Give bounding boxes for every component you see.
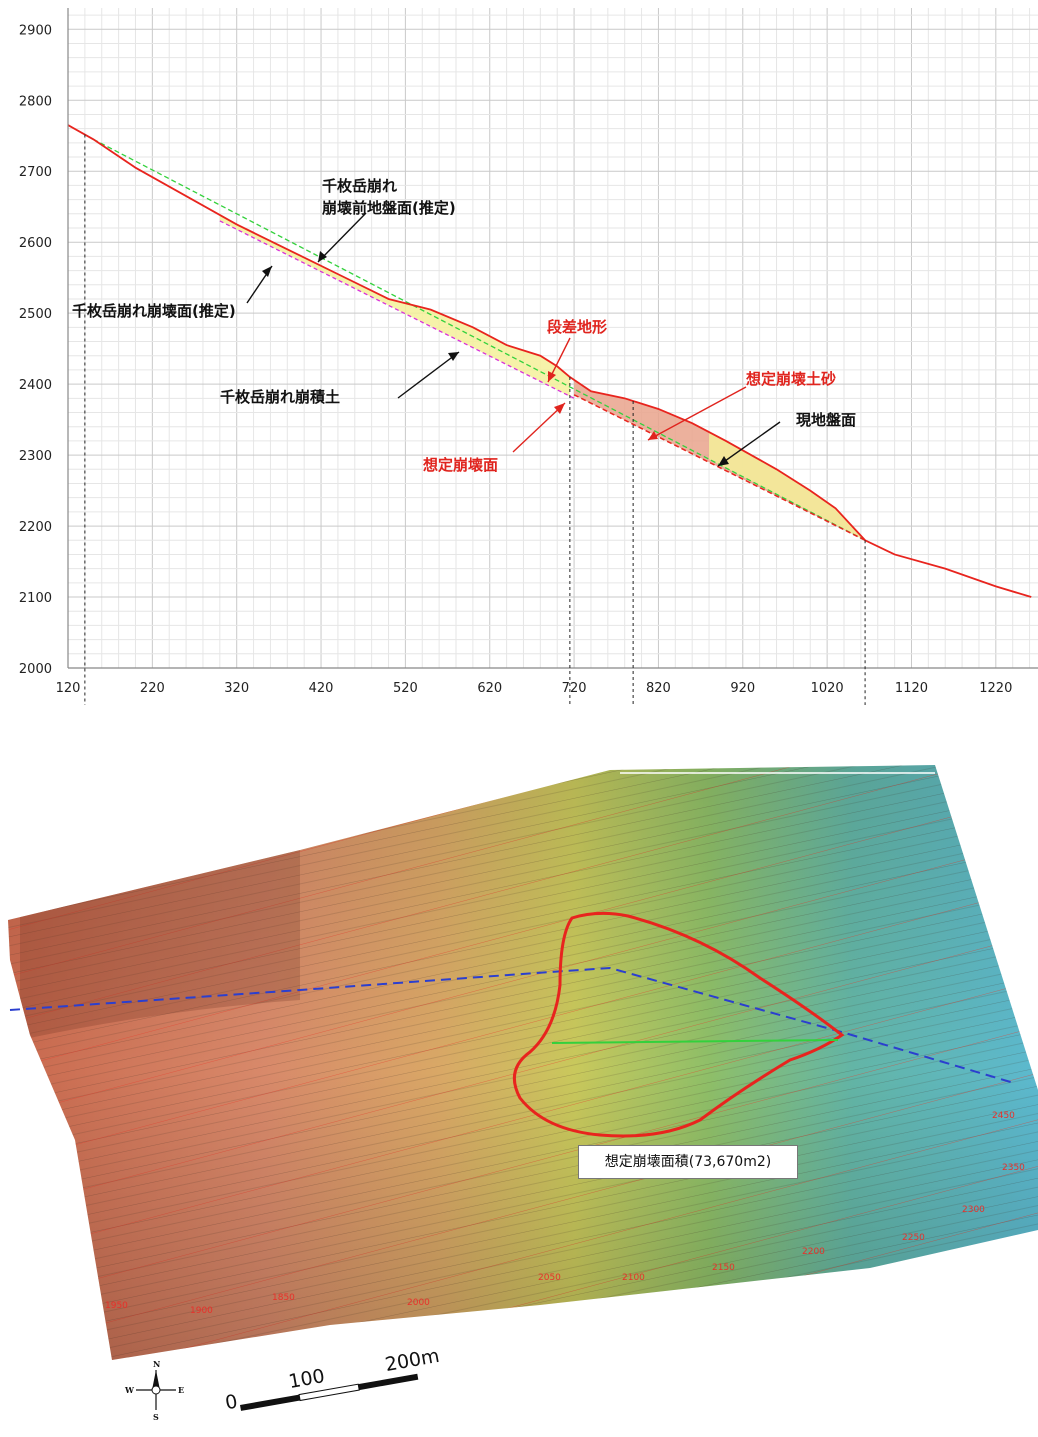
arrowhead-icon	[648, 431, 658, 440]
y-tick-label: 2600	[19, 236, 52, 251]
lower-deposit-fill	[709, 432, 861, 539]
contour-label: 1850	[272, 1293, 295, 1303]
scale-segment-1	[240, 1394, 301, 1411]
terrain-surface	[8, 765, 1038, 1360]
contour-lines	[8, 765, 1038, 1360]
arrow-heads	[262, 251, 729, 466]
annotation-planned-debris: 想定崩壊土砂	[745, 370, 836, 388]
scale-segment-2	[298, 1383, 360, 1402]
x-tick-label: 820	[646, 681, 671, 696]
contour-label: 2200	[802, 1247, 825, 1257]
series-pre-collapse-surface	[93, 138, 866, 541]
contour-label: 1900	[190, 1306, 213, 1316]
contour-label: 2300	[962, 1205, 985, 1215]
collapse-axis-line	[551, 1039, 839, 1044]
terrain-shaded-relief	[8, 765, 1038, 1360]
annotation-senmai-collapse: 千枚岳崩れ	[322, 177, 397, 195]
y-tick-label: 2400	[19, 378, 52, 393]
planned-collapse-area-outline	[512, 911, 845, 1138]
y-tick-label: 2100	[19, 591, 52, 606]
contour-label: 2250	[902, 1233, 925, 1243]
scale-mid: 100	[287, 1365, 327, 1393]
compass-w: W	[124, 1385, 135, 1395]
x-tick-label: 920	[730, 681, 755, 696]
chart-tick-labels: 120 220 320 420 520 620 720 820 920 1020 1120 1220 2…	[19, 23, 1012, 696]
arrow-ground	[717, 421, 781, 467]
x-tick-label: 720	[562, 681, 587, 696]
compass-s: S	[153, 1412, 159, 1422]
colluvium-fill	[219, 214, 570, 397]
north-arrow: N S E W	[124, 1359, 184, 1422]
scale-zero: 0	[224, 1391, 240, 1415]
compass-n: N	[153, 1359, 160, 1369]
contour-label: 2350	[1002, 1163, 1025, 1173]
y-tick-label: 2900	[19, 23, 52, 38]
y-tick-label: 2700	[19, 165, 52, 180]
contour-labels: 1950 1900 1850 2000 2050 2100 2150 2200 …	[105, 1111, 1025, 1316]
annotation-colluvium: 千枚岳崩れ崩積土	[220, 388, 340, 406]
y-tick-label: 2300	[19, 449, 52, 464]
contour-label: 1950	[105, 1301, 128, 1311]
annotation-current-ground: 現地盤面	[796, 411, 856, 429]
contour-label: 2450	[992, 1111, 1015, 1121]
x-tick-label: 520	[393, 681, 418, 696]
compass-north-pointer	[152, 1370, 160, 1390]
chart-grid	[67, 8, 1038, 669]
annotation-planned-slip-surface: 想定崩壊面	[422, 456, 498, 474]
contour-label: 2000	[407, 1298, 430, 1308]
x-tick-label: 1220	[979, 681, 1012, 696]
cross-section-chart: 120 220 320 420 520 620 720 820 920 1020 1120 1220 2…	[0, 0, 1038, 705]
annotation-pre-collapse-surface: 崩壊前地盤面(推定)	[322, 199, 456, 217]
collapse-area-label: 想定崩壊面積(73,670m2)	[578, 1145, 798, 1179]
annotation-old-slip-surface: 千枚岳崩れ崩壊面(推定)	[72, 302, 236, 320]
x-tick-label: 320	[224, 681, 249, 696]
scale-bar: 0 100 200m	[224, 1345, 442, 1415]
compass-center-icon	[151, 1385, 161, 1395]
x-tick-label: 1120	[895, 681, 928, 696]
arrowhead-icon	[718, 456, 729, 466]
series-planned-slip-surface	[573, 394, 866, 541]
terrain-shading	[8, 765, 1038, 1360]
arrow-planned-debris	[647, 386, 747, 441]
x-tick-label: 1020	[811, 681, 844, 696]
ridge-shadow	[20, 850, 300, 1040]
scale-segment-3	[358, 1373, 419, 1391]
chart-guides	[84, 134, 866, 705]
arrowhead-icon	[548, 371, 556, 382]
index-contour-lines	[8, 765, 1038, 1360]
x-tick-label: 120	[56, 681, 81, 696]
y-tick-label: 2500	[19, 307, 52, 322]
compass-e: E	[178, 1385, 184, 1395]
contour-label: 2100	[622, 1273, 645, 1283]
arrowhead-icon	[554, 403, 565, 414]
series-old-slip-surface	[219, 220, 575, 399]
contour-label: 2150	[712, 1263, 735, 1273]
y-tick-label: 2800	[19, 94, 52, 109]
x-tick-label: 220	[140, 681, 165, 696]
x-tick-label: 620	[477, 681, 502, 696]
arrow-pre-collapse	[317, 212, 367, 263]
arrow-deposit	[397, 351, 460, 399]
x-tick-label: 420	[309, 681, 334, 696]
scale-end: 200m	[383, 1345, 441, 1376]
arrowhead-icon	[262, 266, 272, 277]
annotation-step-terrain: 段差地形	[547, 318, 607, 336]
arrowhead-icon	[318, 251, 327, 262]
arrowhead-icon	[448, 352, 459, 361]
y-tick-label: 2000	[19, 662, 52, 677]
chart-fills	[219, 214, 861, 539]
contour-label: 2050	[538, 1273, 561, 1283]
arrow-planned-slip	[512, 402, 566, 453]
chart-axes	[67, 8, 1038, 669]
section-line	[9, 966, 1015, 1084]
y-tick-label: 2200	[19, 520, 52, 535]
